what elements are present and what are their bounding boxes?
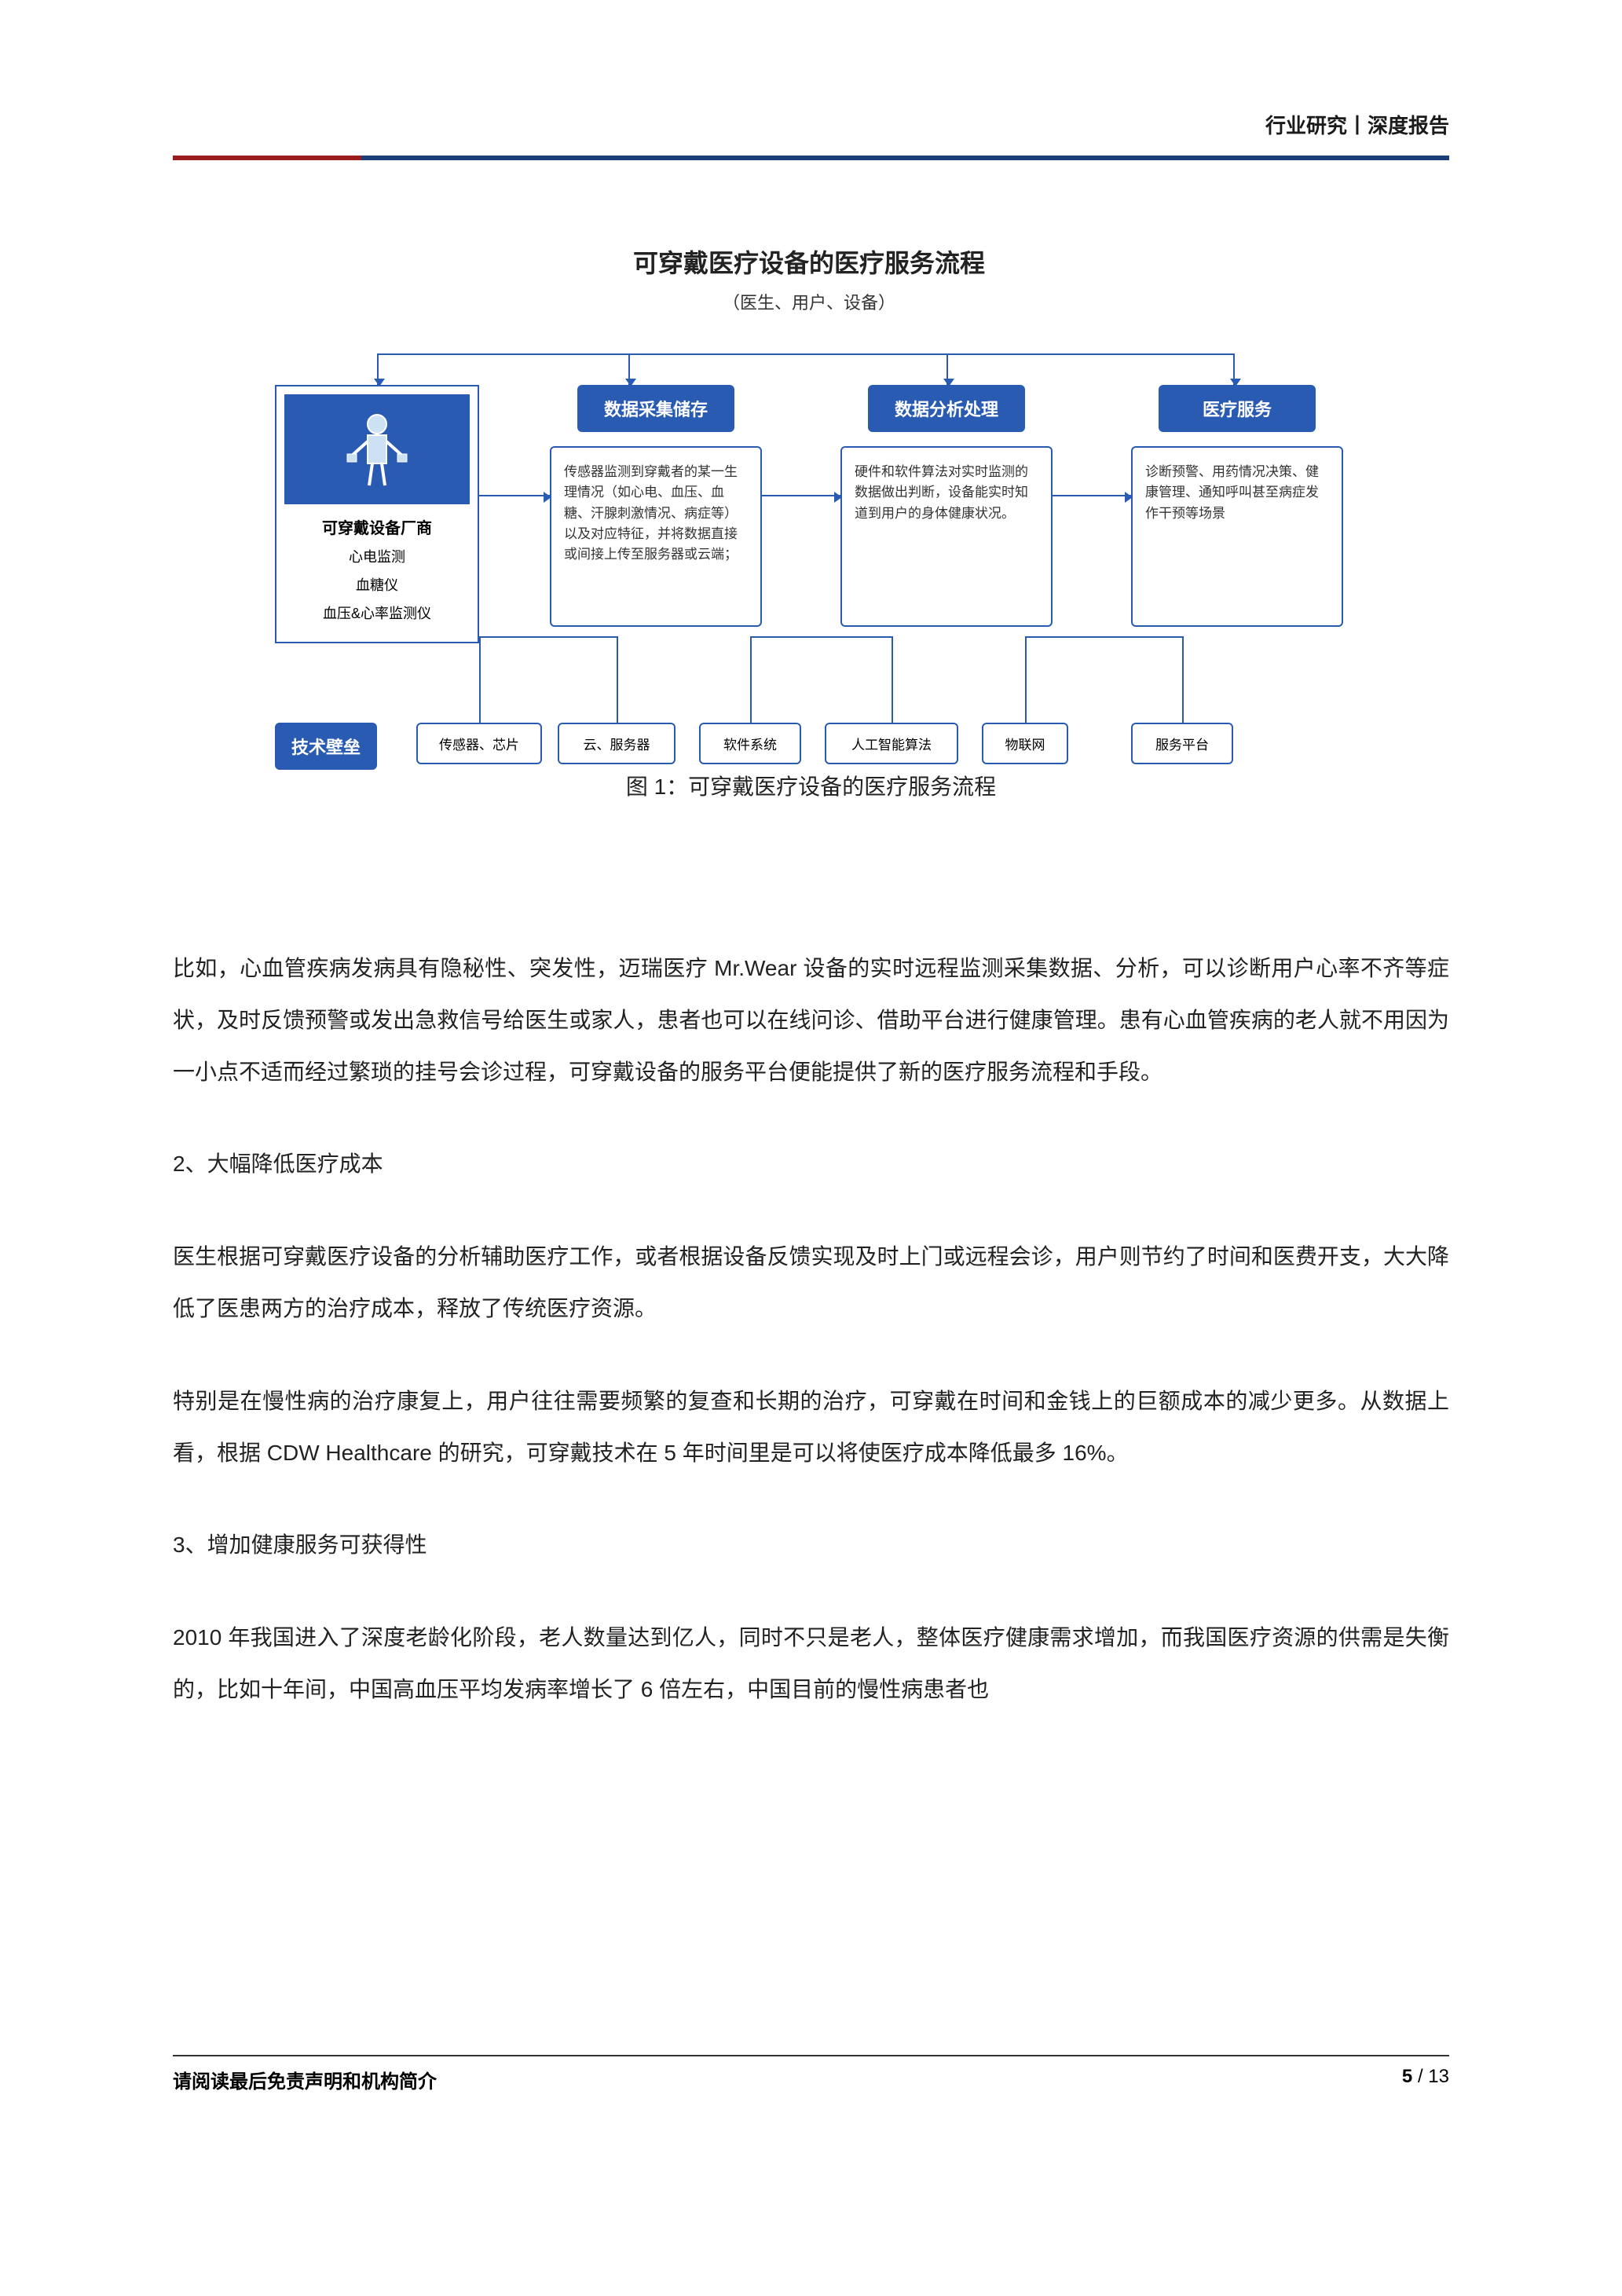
flowchart-diagram: 可穿戴医疗设备的医疗服务流程 （医生、用户、设备） [243, 244, 1375, 778]
connector [750, 636, 752, 723]
tech-box-software: 软件系统 [699, 723, 801, 764]
article-body: 比如，心血管疾病发病具有隐秘性、突发性，迈瑞医疗 Mr.Wear 设备的实时远程… [173, 943, 1449, 1756]
connector [1025, 636, 1182, 638]
vendor-box: 可穿戴设备厂商 心电监测 血糖仪 血压&心率监测仪 [275, 385, 479, 643]
connector [1182, 636, 1184, 723]
tech-box-service-platform: 服务平台 [1131, 723, 1233, 764]
stage3-body: 诊断预警、用药情况决策、健康管理、通知呼叫甚至病症发作干预等场景 [1131, 446, 1343, 627]
connector-arrow [1053, 495, 1131, 496]
paragraph-3: 特别是在慢性病的治疗康复上，用户往往需要频繁的复查和长期的治疗，可穿戴在时间和金… [173, 1375, 1449, 1479]
breadcrumb-sep: 丨 [1347, 114, 1368, 137]
breadcrumb-right: 深度报告 [1368, 114, 1449, 137]
stage-data-analysis: 数据分析处理 硬件和软件算法对实时监测的数据做出判断，设备能实时知道到用户的身体… [840, 385, 1053, 627]
tech-box-sensor-chip: 传感器、芯片 [416, 723, 542, 764]
footer-divider [173, 2055, 1449, 2056]
page-current: 5 [1402, 2066, 1412, 2087]
tech-box-ai-algorithm: 人工智能算法 [825, 723, 958, 764]
header-divider [173, 156, 1449, 160]
section-heading-3: 3、增加健康服务可获得性 [173, 1519, 1449, 1571]
paragraph-1: 比如，心血管疾病发病具有隐秘性、突发性，迈瑞医疗 Mr.Wear 设备的实时远程… [173, 943, 1449, 1097]
connector [479, 636, 617, 638]
figure-caption: 图 1：可穿戴医疗设备的医疗服务流程 [173, 770, 1449, 801]
stage2-body: 硬件和软件算法对实时监测的数据做出判断，设备能实时知道到用户的身体健康状况。 [840, 446, 1053, 627]
tech-barrier-label: 技术壁垒 [275, 723, 377, 770]
vendor-item-1: 心电监测 [276, 546, 478, 566]
header-breadcrumb: 行业研究丨深度报告 [1265, 110, 1449, 139]
breadcrumb-left: 行业研究 [1265, 114, 1347, 137]
connector [946, 353, 948, 385]
connector [377, 353, 379, 385]
diagram-title: 可穿戴医疗设备的医疗服务流程 [243, 244, 1375, 280]
paragraph-2: 医生根据可穿戴医疗设备的分析辅助医疗工作，或者根据设备反馈实现及时上门或远程会诊… [173, 1231, 1449, 1335]
stage-data-collection: 数据采集储存 传感器监测到穿戴者的某一生理情况（如心电、血压、血糖、汗腺刺激情况… [550, 385, 762, 627]
stage1-body: 传感器监测到穿戴者的某一生理情况（如心电、血压、血糖、汗腺刺激情况、病症等）以及… [550, 446, 762, 627]
vendor-title: 可穿戴设备厂商 [276, 515, 478, 538]
vendor-item-3: 血压&心率监测仪 [276, 602, 478, 623]
connector [377, 353, 1233, 355]
wearable-person-icon [284, 394, 470, 504]
connector-arrow [762, 495, 840, 496]
footer-page-number: 5 / 13 [1402, 2066, 1449, 2088]
connector [628, 353, 630, 385]
connector [617, 636, 618, 723]
connector-arrow [479, 495, 550, 496]
stage-medical-service: 医疗服务 诊断预警、用药情况决策、健康管理、通知呼叫甚至病症发作干预等场景 [1131, 385, 1343, 627]
connector [892, 636, 893, 723]
connector [1233, 353, 1235, 385]
stage1-header: 数据采集储存 [577, 385, 734, 432]
stage2-header: 数据分析处理 [868, 385, 1025, 432]
section-heading-2: 2、大幅降低医疗成本 [173, 1138, 1449, 1190]
vendor-item-2: 血糖仪 [276, 574, 478, 595]
paragraph-4: 2010 年我国进入了深度老龄化阶段，老人数量达到亿人，同时不只是老人，整体医疗… [173, 1612, 1449, 1716]
connector [750, 636, 892, 638]
page-total: 13 [1428, 2066, 1449, 2087]
page-sep: / [1412, 2066, 1428, 2087]
stage3-header: 医疗服务 [1159, 385, 1316, 432]
diagram-subtitle: （医生、用户、设备） [243, 289, 1375, 314]
footer-disclaimer: 请阅读最后免责声明和机构简介 [173, 2066, 437, 2093]
tech-box-cloud-server: 云、服务器 [558, 723, 676, 764]
connector [479, 636, 481, 723]
connector [1025, 636, 1027, 723]
tech-box-iot: 物联网 [982, 723, 1068, 764]
